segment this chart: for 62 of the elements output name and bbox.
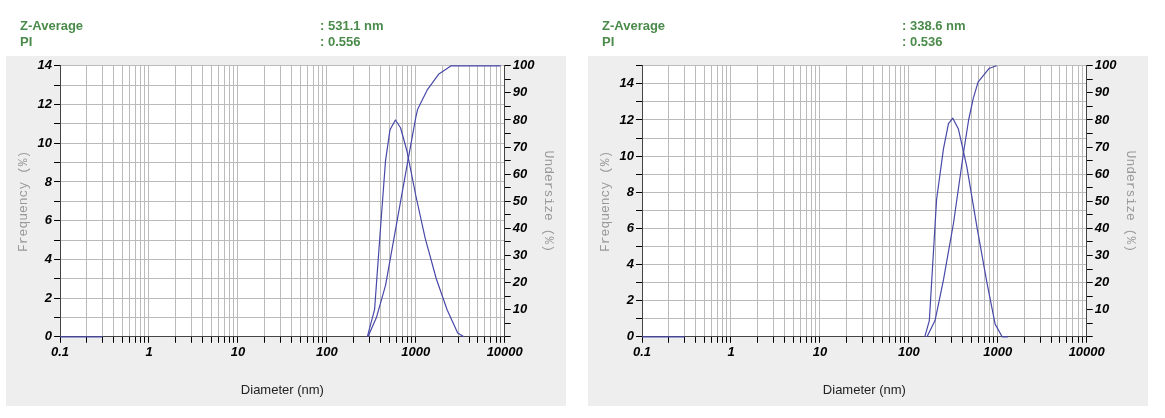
x-tick-label: 10	[230, 344, 246, 360]
y2-tick-label: 30	[512, 247, 528, 263]
y-tick-label: 4	[43, 250, 53, 266]
y2-tick-label: 80	[512, 111, 528, 127]
y-tick-label: 12	[37, 96, 53, 112]
y-tick-label: 10	[37, 134, 53, 150]
y2-tick-label: 90	[1094, 84, 1110, 100]
x-tick-label: 100	[316, 344, 339, 360]
y-axis-title: Frequency (%)	[598, 150, 614, 253]
x-tick-label: 0.1	[633, 344, 652, 360]
y2-axis-title: Undersize (%)	[540, 150, 556, 253]
text: : 0.556	[320, 34, 361, 50]
x-tick-label: 1	[145, 344, 153, 360]
text: Z-Average	[20, 18, 85, 34]
y2-tick-label: 10	[1094, 301, 1110, 317]
x-axis-title: Diameter (nm)	[822, 381, 906, 397]
y2-tick-label: 20	[1093, 274, 1110, 290]
y-tick-label: 6	[44, 212, 53, 228]
x-tick-label: 0.1	[51, 344, 70, 360]
y-tick-label: 6	[626, 219, 635, 235]
y2-tick-label: 30	[1094, 247, 1110, 263]
x-axis-title: Diameter (nm)	[240, 381, 324, 397]
y2-axis-title: Undersize (%)	[1122, 150, 1138, 253]
y2-tick-label: 90	[512, 84, 528, 100]
text: : 338.6 nm	[902, 18, 966, 34]
y-tick-label: 14	[619, 75, 635, 91]
x-tick-label: 1000	[983, 344, 1014, 360]
text: : 0.536	[902, 34, 943, 50]
x-tick-label: 1	[727, 344, 735, 360]
y2-tick-label: 60	[1094, 165, 1110, 181]
x-tick-label: 10000	[1068, 344, 1106, 360]
y-tick-label: 0	[44, 328, 53, 344]
y2-tick-label: 60	[512, 165, 528, 181]
y-tick-label: 14	[37, 57, 53, 73]
y2-tick-label: 100	[512, 57, 536, 73]
y2-tick-label: 20	[511, 274, 528, 290]
y2-tick-label: 50	[1094, 192, 1110, 208]
y-tick-label: 8	[626, 183, 635, 199]
y2-tick-label: 70	[512, 138, 528, 154]
text: PI	[602, 34, 616, 50]
y-tick-label: 2	[43, 289, 53, 305]
text: : 531.1 nm	[320, 18, 384, 34]
y-tick-label: 0	[626, 328, 635, 344]
y2-tick-label: 50	[512, 192, 528, 208]
y2-tick-label: 100	[1094, 57, 1118, 73]
x-tick-label: 100	[898, 344, 921, 360]
x-tick-label: 1000	[401, 344, 432, 360]
text: PI	[20, 34, 34, 50]
y2-tick-label: 40	[511, 219, 528, 235]
y-axis-title: Frequency (%)	[16, 150, 32, 253]
x-tick-label: 10	[812, 344, 828, 360]
x-tick-label: 10000	[486, 344, 524, 360]
text: Z-Average	[602, 18, 667, 34]
y2-tick-label: 80	[1094, 111, 1110, 127]
y2-tick-label: 70	[1094, 138, 1110, 154]
y-tick-label: 4	[625, 256, 635, 272]
y-tick-label: 8	[44, 173, 53, 189]
y2-tick-label: 10	[512, 301, 528, 317]
y-tick-label: 10	[619, 147, 635, 163]
y-tick-label: 12	[619, 111, 635, 127]
y2-tick-label: 40	[1093, 219, 1110, 235]
y-tick-label: 2	[625, 292, 635, 308]
